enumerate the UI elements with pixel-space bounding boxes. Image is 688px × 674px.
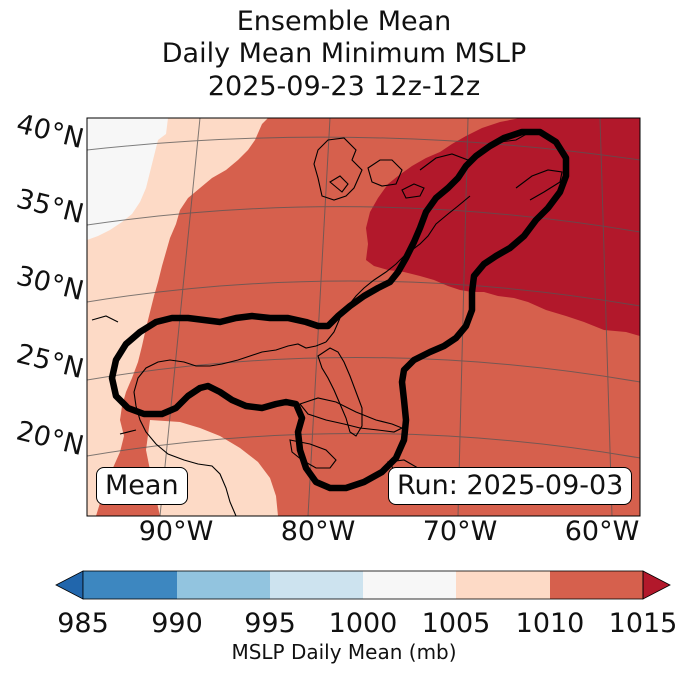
mslp-1015-atlantic: [366, 118, 640, 336]
mean-label-box: Mean: [96, 467, 188, 505]
colorbar-tick-985: 985: [57, 608, 109, 639]
mslp-1000-northwest: [87, 118, 168, 240]
colorbar-985: [83, 571, 177, 599]
colorbar-tick-990: 990: [151, 608, 203, 639]
lon-label-80: 80°W: [281, 516, 356, 547]
colorbar-1005: [456, 571, 550, 599]
colorbar-1000: [363, 571, 456, 599]
lon-label-70: 70°W: [423, 516, 498, 547]
colorbar-995: [270, 571, 363, 599]
mslp-1005-west: [87, 118, 268, 516]
colorbar-frame: [82, 570, 644, 600]
lon-label-60: 60°W: [565, 516, 640, 547]
colorbar-tick-1005: 1005: [422, 608, 491, 639]
colorbar-990: [177, 571, 270, 599]
map-frame: [86, 117, 641, 517]
colorbar-over-arrow: [642, 570, 671, 600]
colorbar-under-arrow: [55, 570, 84, 600]
title-line-1: Ensemble Mean: [236, 6, 452, 37]
colorbar-label: MSLP Daily Mean (mb): [231, 640, 457, 664]
colorbar-tick-995: 995: [244, 608, 296, 639]
highlight-contour: [108, 128, 570, 492]
lon-label-90: 90°W: [139, 516, 214, 547]
colorbar-tick-1010: 1010: [516, 608, 585, 639]
title-line-2: Daily Mean Minimum MSLP: [161, 38, 527, 69]
title-line-3: 2025-09-23 12z-12z: [207, 71, 481, 102]
colorbar-tick-1015: 1015: [609, 608, 678, 639]
colorbar-tick-1000: 1000: [329, 608, 398, 639]
colorbar-1010: [550, 571, 643, 599]
run-date-box: Run: 2025-09-03: [388, 467, 633, 505]
